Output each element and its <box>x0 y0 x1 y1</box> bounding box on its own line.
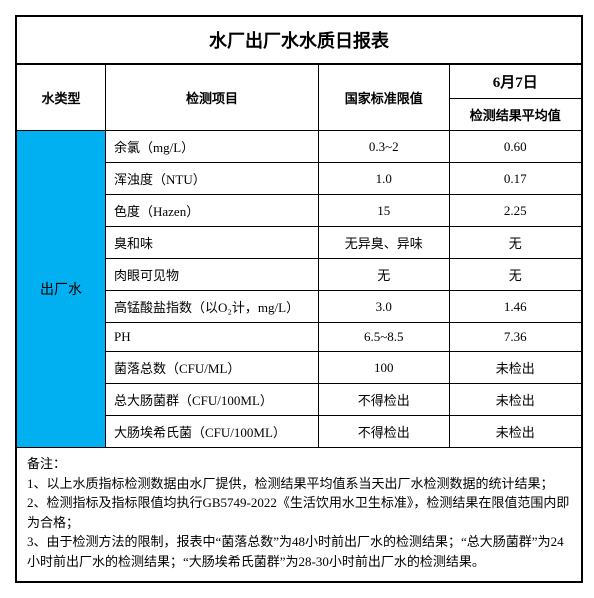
item-cell: 肉眼可见物 <box>106 259 319 291</box>
result-cell: 0.60 <box>449 131 581 163</box>
item-cell: 臭和味 <box>106 227 319 259</box>
report-container: 水厂出厂水水质日报表 水类型 检测项目 国家标准限值 6月7日 检测结果平均值 … <box>15 15 583 583</box>
result-cell: 1.46 <box>449 291 581 323</box>
result-cell: 0.17 <box>449 163 581 195</box>
table-row: 出厂水 余氯（mg/L） 0.3~2 0.60 <box>17 131 581 163</box>
limit-cell: 无异臭、异味 <box>319 227 450 259</box>
limit-cell: 不得检出 <box>319 416 450 448</box>
item-cell: 总大肠菌群（CFU/100ML） <box>106 384 319 416</box>
note-line: 1、以上水质指标检测数据由水厂提供，检测结果平均值系当天出厂水检测数据的统计结果… <box>27 474 571 494</box>
category-cell: 出厂水 <box>17 131 106 448</box>
result-cell: 无 <box>449 227 581 259</box>
limit-cell: 无 <box>319 259 450 291</box>
header-row-1: 水类型 检测项目 国家标准限值 6月7日 <box>17 65 581 99</box>
limit-cell: 1.0 <box>319 163 450 195</box>
item-cell: 高锰酸盐指数（以O₂计，mg/L） <box>106 291 319 323</box>
header-avg-result: 检测结果平均值 <box>449 99 581 131</box>
limit-cell: 100 <box>319 352 450 384</box>
result-cell: 未检出 <box>449 384 581 416</box>
header-test-item: 检测项目 <box>106 65 319 131</box>
report-title: 水厂出厂水水质日报表 <box>17 17 581 64</box>
notes-row: 备注： 1、以上水质指标检测数据由水厂提供，检测结果平均值系当天出厂水检测数据的… <box>17 448 581 582</box>
notes-header: 备注： <box>27 454 571 474</box>
item-cell: 浑浊度（NTU） <box>106 163 319 195</box>
item-cell: 色度（Hazen） <box>106 195 319 227</box>
result-cell: 无 <box>449 259 581 291</box>
limit-cell: 3.0 <box>319 291 450 323</box>
notes-cell: 备注： 1、以上水质指标检测数据由水厂提供，检测结果平均值系当天出厂水检测数据的… <box>17 448 581 582</box>
item-cell: PH <box>106 323 319 352</box>
header-water-type: 水类型 <box>17 65 106 131</box>
item-cell: 大肠埃希氏菌（CFU/100ML） <box>106 416 319 448</box>
header-date: 6月7日 <box>449 65 581 99</box>
header-national-limit: 国家标准限值 <box>319 65 450 131</box>
limit-cell: 15 <box>319 195 450 227</box>
item-cell: 余氯（mg/L） <box>106 131 319 163</box>
result-cell: 7.36 <box>449 323 581 352</box>
note-line: 2、检测指标及指标限值均执行GB5749-2022《生活饮用水卫生标准》，检测结… <box>27 493 571 532</box>
item-cell: 菌落总数（CFU/ML） <box>106 352 319 384</box>
limit-cell: 不得检出 <box>319 384 450 416</box>
result-cell: 未检出 <box>449 352 581 384</box>
result-cell: 未检出 <box>449 416 581 448</box>
report-table: 水类型 检测项目 国家标准限值 6月7日 检测结果平均值 出厂水 余氯（mg/L… <box>17 64 581 581</box>
limit-cell: 0.3~2 <box>319 131 450 163</box>
result-cell: 2.25 <box>449 195 581 227</box>
limit-cell: 6.5~8.5 <box>319 323 450 352</box>
note-line: 3、由于检测方法的限制，报表中“菌落总数”为48小时前出厂水的检测结果；“总大肠… <box>27 532 571 571</box>
